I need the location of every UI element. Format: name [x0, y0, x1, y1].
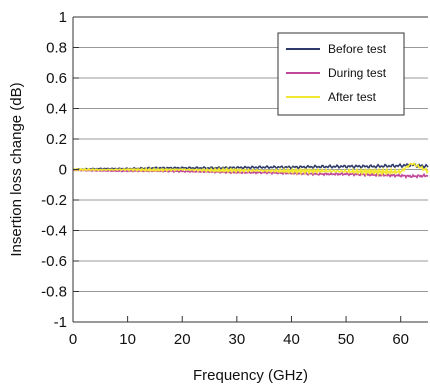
y-tick-label-5: 0 [59, 162, 67, 179]
y-tick-label-4: 0.2 [46, 131, 67, 148]
x-tick-label-6: 60 [392, 331, 409, 348]
x-tick-label-5: 50 [338, 331, 355, 348]
y-tick-label-3: 0.4 [46, 101, 67, 118]
legend-label-0: Before test [328, 42, 387, 56]
y-tick-label-2: 0.6 [46, 70, 67, 87]
series-line-2 [72, 162, 429, 178]
x-tick-label-2: 20 [174, 331, 191, 348]
x-tick-label-3: 30 [229, 331, 246, 348]
y-tick-label-7: -0.4 [41, 223, 67, 240]
axes [72, 16, 428, 323]
x-tick-label-1: 10 [119, 331, 136, 348]
y-tick-label-0: 1 [59, 9, 67, 26]
series-line-1 [72, 168, 429, 180]
x-axis-title: Frequency (GHz) [193, 367, 308, 384]
x-tick-label-0: 0 [69, 331, 77, 348]
series-lines [72, 162, 429, 180]
y-tick-label-1: 0.8 [46, 40, 67, 57]
y-tick-label-8: -0.6 [41, 253, 67, 270]
y-axis-title: Insertion loss change (dB) [8, 82, 25, 256]
legend-label-1: During test [328, 66, 387, 80]
tick-labels: 0 10 20 30 40 50 60 1 0.8 0.6 0.4 0.2 0 -0.2 -0.4 -0.6 -… [41, 9, 409, 348]
y-tick-label-9: -0.8 [41, 284, 67, 301]
y-tick-label-6: -0.2 [41, 192, 67, 209]
y-tick-label-10: -1 [54, 314, 67, 331]
legend: Before test During test After test [277, 32, 405, 116]
x-tick-label-4: 40 [283, 331, 300, 348]
legend-label-2: After test [328, 90, 377, 104]
